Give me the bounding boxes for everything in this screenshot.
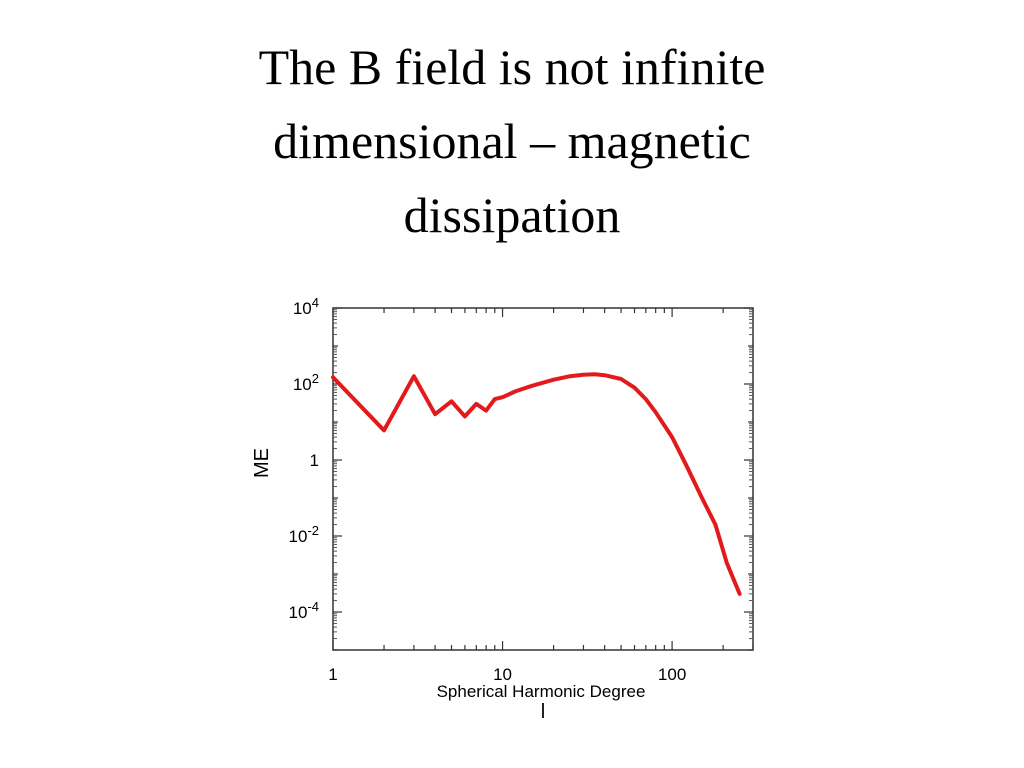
y-tick-label: 10-2 [289,523,319,546]
slide-title: The B field is not infinite dimensional … [0,30,1024,252]
x-tick-label: 10 [493,665,512,684]
plot-frame [332,307,754,651]
tick-marks [332,307,754,651]
y-tick-label: 102 [293,371,319,394]
title-line-3: dissipation [403,187,621,243]
x-axis-label: Spherical Harmonic Degree [437,682,646,701]
y-axis-label: ME [251,448,273,478]
x-tick-label: 100 [658,665,686,684]
title-line-1: The B field is not infinite [258,39,766,95]
y-tick-label: 104 [293,295,319,318]
title-line-2: dimensional – magnetic [273,113,751,169]
x-tick-label: 1 [328,665,337,684]
x-axis-symbol: l [541,701,545,723]
y-tick-label: 1 [310,451,319,470]
y-tick-label: 10-4 [289,599,319,622]
series-line-me [331,372,742,596]
tick-labels: 1 10 100 104 102 1 10-2 10-4 [289,295,687,684]
